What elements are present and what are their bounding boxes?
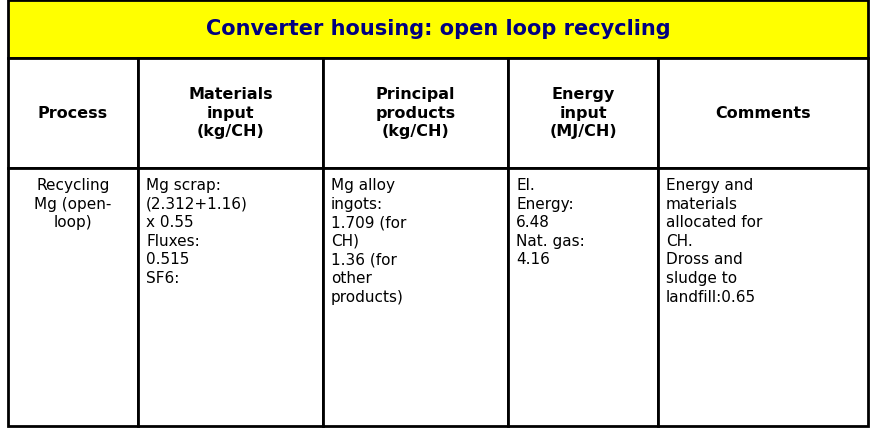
Bar bbox=[658, 58, 868, 168]
Text: Energy
input
(MJ/CH): Energy input (MJ/CH) bbox=[549, 87, 617, 139]
Text: Energy and
materials
allocated for
CH.
Dross and
sludge to
landfill:0.65: Energy and materials allocated for CH. D… bbox=[666, 178, 762, 305]
Bar bbox=[138, 168, 323, 426]
Bar bbox=[508, 58, 658, 168]
Text: Principal
products
(kg/CH): Principal products (kg/CH) bbox=[376, 87, 456, 139]
Bar bbox=[8, 168, 138, 426]
Bar bbox=[138, 58, 323, 168]
Bar bbox=[323, 58, 508, 168]
Bar bbox=[508, 168, 658, 426]
Text: El.
Energy:
6.48
Nat. gas:
4.16: El. Energy: 6.48 Nat. gas: 4.16 bbox=[516, 178, 585, 268]
Text: Mg alloy
ingots:
1.709 (for
CH)
1.36 (for
other
products): Mg alloy ingots: 1.709 (for CH) 1.36 (fo… bbox=[331, 178, 406, 305]
Bar bbox=[658, 168, 868, 426]
Text: Mg scrap:
(2.312+1.16)
x 0.55
Fluxes:
0.515
SF6:: Mg scrap: (2.312+1.16) x 0.55 Fluxes: 0.… bbox=[146, 178, 248, 286]
Bar bbox=[323, 168, 508, 426]
Text: Comments: Comments bbox=[715, 105, 811, 121]
Bar bbox=[8, 58, 138, 168]
Bar bbox=[8, 0, 868, 58]
Text: Recycling
Mg (open-
loop): Recycling Mg (open- loop) bbox=[34, 178, 111, 230]
Text: Converter housing: open loop recycling: Converter housing: open loop recycling bbox=[206, 19, 670, 39]
Text: Materials
input
(kg/CH): Materials input (kg/CH) bbox=[188, 87, 272, 139]
Text: Process: Process bbox=[38, 105, 108, 121]
